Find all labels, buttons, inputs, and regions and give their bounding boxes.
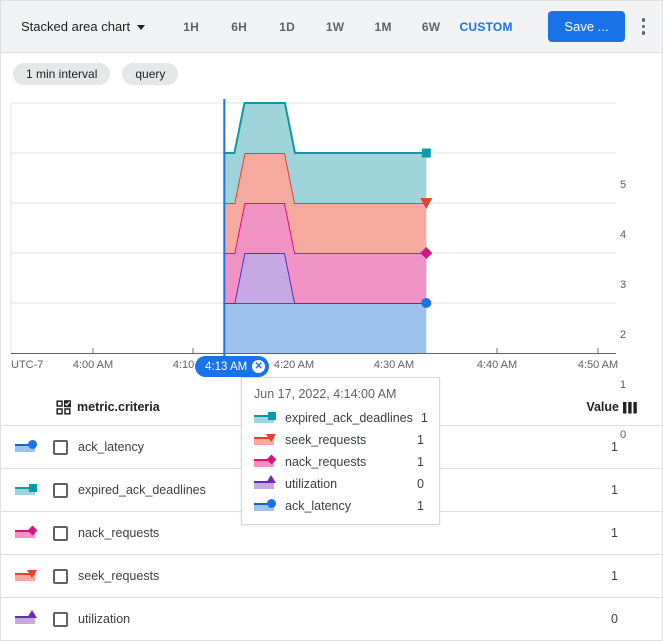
- more-options-icon[interactable]: [639, 14, 649, 39]
- selected-time-label: 4:13 AM: [205, 360, 248, 373]
- tooltip-series-name: seek_requests: [285, 433, 367, 447]
- column-display-icon[interactable]: [623, 401, 638, 419]
- checkbox-expired-ack-deadlines[interactable]: [53, 482, 68, 498]
- metric-value: 1: [611, 569, 618, 583]
- series-swatch-ack-latency: [15, 440, 38, 453]
- table-row-seek-requests[interactable]: seek_requests 1: [1, 555, 663, 598]
- chip-query[interactable]: query: [122, 63, 179, 85]
- tooltip-series-value: 1: [420, 411, 428, 425]
- chart-area[interactable]: 0 1 2 3 4 5 UTC-7 4:00 AM 4:10 AM 4:20 A…: [1, 91, 663, 441]
- series-swatch-expired-ack-deadlines: [254, 411, 277, 424]
- table-header-metric: metric.criteria: [77, 400, 160, 414]
- series-swatch-expired-ack-deadlines: [15, 483, 38, 496]
- tooltip-series-name: utilization: [285, 477, 338, 491]
- stacked-area-svg: [10, 99, 616, 357]
- metric-name: seek_requests: [78, 569, 160, 583]
- chip-interval[interactable]: 1 min interval: [13, 63, 111, 85]
- filter-chips: 1 min interval query: [1, 53, 662, 95]
- x-tick-430: 4:30 AM: [373, 359, 415, 371]
- chart-tooltip: Jun 17, 2022, 4:14:00 AM expired_ack_dea…: [241, 377, 440, 525]
- metric-value: 1: [611, 440, 618, 454]
- series-swatch-utilization: [15, 609, 38, 625]
- tooltip-series-value: 1: [417, 433, 424, 447]
- time-range-group: 1H 6H 1D 1W 1M 6W CUSTOM: [167, 12, 517, 42]
- time-range-custom[interactable]: CUSTOM: [455, 12, 517, 42]
- checkbox-utilization[interactable]: [53, 611, 68, 627]
- series-swatch-seek-requests: [254, 433, 277, 446]
- tooltip-series-name: expired_ack_deadlines: [285, 411, 413, 425]
- tooltip-series-name: ack_latency: [285, 499, 352, 513]
- metric-name: ack_latency: [78, 440, 145, 454]
- metric-name: expired_ack_deadlines: [78, 483, 206, 497]
- time-range-1w[interactable]: 1W: [311, 12, 359, 42]
- y-tick-1: 1: [620, 379, 627, 391]
- series-swatch-ack-latency: [254, 499, 277, 512]
- x-tick-420: 4:20 AM: [273, 359, 315, 371]
- chevron-down-icon: [137, 24, 146, 30]
- timezone-label: UTC-7: [11, 359, 44, 371]
- series-swatch-nack-requests: [254, 454, 277, 468]
- metric-name: utilization: [78, 612, 131, 626]
- table-header-value: Value: [586, 400, 619, 414]
- time-range-1d[interactable]: 1D: [263, 12, 311, 42]
- chart-type-label: Stacked area chart: [21, 19, 131, 34]
- tooltip-row-nack-requests: nack_requests 1: [254, 451, 426, 473]
- metric-value: 0: [611, 612, 618, 626]
- x-tick-440: 4:40 AM: [476, 359, 518, 371]
- time-range-6h[interactable]: 6H: [215, 12, 263, 42]
- tooltip-row-seek-requests: seek_requests 1: [254, 429, 426, 451]
- x-tick-400: 4:00 AM: [72, 359, 114, 371]
- checkbox-seek-requests[interactable]: [53, 568, 68, 584]
- time-range-6w[interactable]: 6W: [407, 12, 455, 42]
- series-swatch-seek-requests: [15, 569, 38, 582]
- tooltip-series-value: 0: [417, 477, 424, 491]
- tooltip-row-ack-latency: ack_latency 1: [254, 495, 426, 517]
- metric-name: nack_requests: [78, 526, 160, 540]
- chart-toolbar: Stacked area chart 1H 6H 1D 1W 1M 6W CUS…: [1, 1, 662, 53]
- metric-value: 1: [611, 483, 618, 497]
- y-tick-2: 2: [620, 329, 627, 341]
- metric-value: 1: [611, 526, 618, 540]
- checkbox-ack-latency[interactable]: [53, 439, 68, 455]
- checkbox-nack-requests[interactable]: [53, 525, 68, 541]
- table-row-utilization[interactable]: utilization 0: [1, 598, 663, 641]
- save-button[interactable]: Save ...: [548, 11, 625, 42]
- y-tick-4: 4: [620, 229, 627, 241]
- y-tick-5: 5: [620, 179, 627, 191]
- y-tick-0: 0: [620, 429, 627, 441]
- select-grid-icon[interactable]: [56, 399, 71, 415]
- tooltip-row-expired-ack-deadlines: expired_ack_deadlines 1: [254, 407, 428, 429]
- y-tick-3: 3: [620, 279, 627, 291]
- close-icon[interactable]: ✕: [252, 360, 266, 373]
- time-range-1m[interactable]: 1M: [359, 12, 407, 42]
- tooltip-series-value: 1: [417, 455, 424, 469]
- tooltip-row-utilization: utilization 0: [254, 473, 426, 495]
- chart-type-dropdown[interactable]: Stacked area chart: [21, 19, 146, 34]
- series-swatch-nack-requests: [15, 525, 38, 539]
- tooltip-timestamp: Jun 17, 2022, 4:14:00 AM: [254, 387, 397, 401]
- table-row-nack-requests[interactable]: nack_requests 1: [1, 512, 663, 555]
- tooltip-series-name: nack_requests: [285, 455, 367, 469]
- time-range-1h[interactable]: 1H: [167, 12, 215, 42]
- tooltip-series-value: 1: [417, 499, 424, 513]
- selected-time-pill[interactable]: 4:13 AM ✕: [195, 356, 270, 377]
- series-swatch-utilization: [254, 474, 277, 490]
- x-tick-450: 4:50 AM: [577, 359, 619, 371]
